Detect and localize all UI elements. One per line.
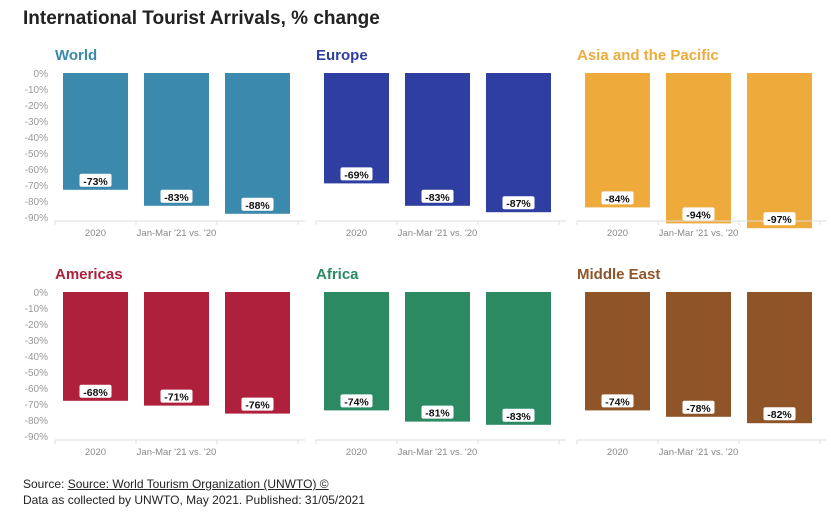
bar-middle-east-1: [585, 292, 650, 411]
x-tick-label: 2020: [346, 228, 367, 239]
data-label-asia-and-the-pacific-2: -94%: [686, 209, 711, 221]
panel-title-americas: Americas: [55, 266, 123, 283]
data-label-world-3: -88%: [245, 200, 270, 212]
x-tick-label: Jan-Mar '21 vs. '20: [659, 447, 739, 458]
bar-middle-east-3: [747, 292, 812, 424]
bar-africa-3: [486, 292, 551, 425]
y-tick-label: -80%: [25, 197, 48, 208]
y-tick-label: -30%: [25, 117, 48, 128]
source-link[interactable]: Source: World Tourism Organization (UNWT…: [67, 477, 329, 491]
data-label-americas-2: -71%: [164, 392, 189, 404]
bar-world-1: [63, 73, 128, 190]
panel-title-africa: Africa: [316, 266, 359, 283]
data-label-bg: [340, 394, 373, 408]
data-label-world-2: -83%: [164, 192, 189, 204]
data-label-asia-and-the-pacific-3: -97%: [767, 214, 792, 226]
data-label-bg: [763, 407, 796, 421]
bar-world-3: [225, 73, 290, 214]
data-label-bg: [421, 189, 454, 203]
data-label-europe-2: -83%: [425, 192, 450, 204]
data-label-middle-east-1: -74%: [605, 396, 630, 408]
y-tick-label: -50%: [25, 149, 48, 160]
source-prefix: Source:: [23, 477, 68, 491]
data-label-europe-1: -69%: [344, 169, 369, 181]
small-multiples-chart: World 0% -10% -20% -30% -40% -50% -60% -70% -80% -…: [25, 47, 827, 458]
bar-asia-and-the-pacific-2: [666, 73, 731, 224]
panel-title-world: World: [55, 47, 97, 64]
bar-americas-2: [144, 292, 209, 406]
y-tick-label: -10%: [25, 85, 48, 96]
chart-footer: Source: Source: World Tourism Organizati…: [23, 476, 365, 508]
data-label-world-1: -73%: [83, 176, 108, 188]
data-label-bg: [241, 197, 274, 211]
source-line: Source: Source: World Tourism Organizati…: [23, 476, 365, 492]
data-label-bg: [340, 167, 373, 181]
bar-europe-3: [486, 73, 551, 213]
y-tick-label: -50%: [25, 368, 48, 379]
y-tick-label: -40%: [25, 133, 48, 144]
x-tick-label: Jan-Mar '21 vs. '20: [398, 447, 478, 458]
bar-americas-3: [225, 292, 290, 414]
x-tick-label: 2020: [607, 447, 628, 458]
data-label-middle-east-3: -82%: [767, 409, 792, 421]
data-label-asia-and-the-pacific-1: -84%: [605, 193, 630, 205]
x-tick-label: 2020: [607, 228, 628, 239]
panel-title-europe: Europe: [316, 47, 368, 64]
data-label-bg: [160, 389, 193, 403]
data-note: Data as collected by UNWTO, May 2021. Pu…: [23, 493, 365, 507]
y-tick-label: -20%: [25, 101, 48, 112]
panel-title-middle-east: Middle East: [577, 266, 660, 283]
bar-europe-2: [405, 73, 470, 206]
data-label-middle-east-2: -78%: [686, 403, 711, 415]
data-label-europe-3: -87%: [506, 198, 531, 210]
data-label-bg: [79, 173, 112, 187]
y-tick-label: 0%: [34, 69, 49, 80]
bar-africa-2: [405, 292, 470, 422]
x-tick-label: Jan-Mar '21 vs. '20: [659, 228, 739, 239]
data-label-africa-3: -83%: [506, 411, 531, 423]
y-tick-label: -90%: [25, 432, 48, 443]
chart-title: International Tourist Arrivals, % change: [23, 8, 380, 29]
y-tick-label: 0%: [34, 288, 49, 299]
y-tick-label: -30%: [25, 336, 48, 347]
data-label-bg: [502, 196, 535, 210]
data-label-bg: [601, 394, 634, 408]
data-label-bg: [682, 207, 715, 221]
data-label-bg: [160, 189, 193, 203]
bar-americas-1: [63, 292, 128, 401]
panel-title-asia-and-the-pacific: Asia and the Pacific: [577, 47, 719, 64]
y-tick-label: -70%: [25, 400, 48, 411]
data-label-bg: [682, 400, 715, 414]
x-tick-label: 2020: [85, 447, 106, 458]
bar-world-2: [144, 73, 209, 206]
data-label-bg: [79, 384, 112, 398]
data-label-africa-1: -74%: [344, 396, 369, 408]
bar-africa-1: [324, 292, 389, 411]
bar-asia-and-the-pacific-3: [747, 73, 812, 229]
data-label-bg: [421, 405, 454, 419]
x-tick-label: 2020: [85, 228, 106, 239]
y-tick-label: -10%: [25, 304, 48, 315]
bar-europe-1: [324, 73, 389, 184]
bar-middle-east-2: [666, 292, 731, 417]
data-label-africa-2: -81%: [425, 408, 450, 420]
y-tick-label: -20%: [25, 320, 48, 331]
data-label-bg: [763, 212, 796, 226]
y-tick-label: -70%: [25, 181, 48, 192]
x-tick-label: Jan-Mar '21 vs. '20: [137, 228, 217, 239]
bar-asia-and-the-pacific-1: [585, 73, 650, 208]
x-tick-label: 2020: [346, 447, 367, 458]
data-label-bg: [601, 191, 634, 205]
y-tick-label: -40%: [25, 352, 48, 363]
data-label-bg: [241, 397, 274, 411]
x-tick-label: Jan-Mar '21 vs. '20: [137, 447, 217, 458]
y-tick-label: -90%: [25, 213, 48, 224]
data-label-americas-3: -76%: [245, 400, 270, 412]
y-tick-label: -80%: [25, 416, 48, 427]
x-tick-label: Jan-Mar '21 vs. '20: [398, 228, 478, 239]
data-label-bg: [502, 408, 535, 422]
y-tick-label: -60%: [25, 165, 48, 176]
data-label-americas-1: -68%: [83, 387, 108, 399]
y-tick-label: -60%: [25, 384, 48, 395]
